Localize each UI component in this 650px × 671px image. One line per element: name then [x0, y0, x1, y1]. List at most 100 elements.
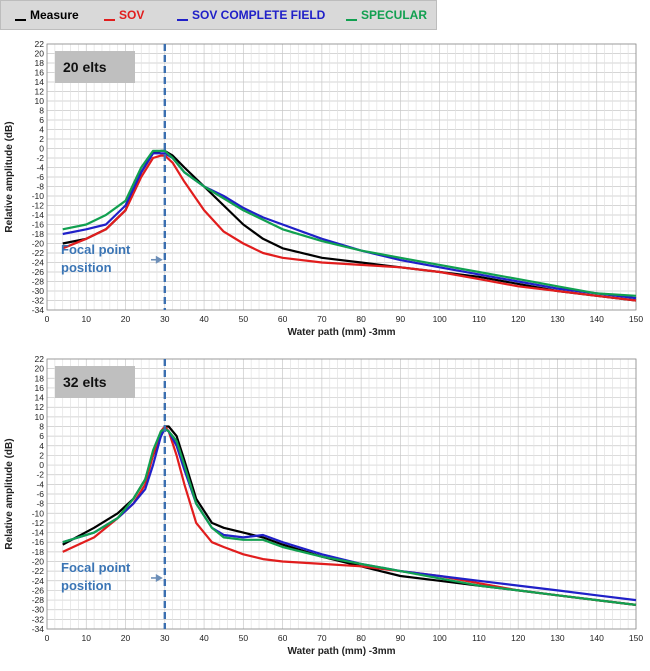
focal-arrow-head [155, 255, 163, 264]
y-tick-label: 8 [39, 106, 44, 116]
plot-area [46, 358, 637, 630]
x-axis-label: Water path (mm) -3mm [288, 646, 396, 657]
series-line-measure [62, 425, 637, 606]
y-tick-label: -24 [32, 576, 45, 586]
x-axis-label: Water path (mm) -3mm [288, 327, 396, 338]
x-tick-label: 100 [433, 314, 447, 324]
y-tick-label: -16 [32, 220, 45, 230]
legend-label: SPECULAR [361, 8, 428, 22]
x-tick-label: 50 [239, 314, 249, 324]
y-tick-label: -34 [32, 624, 45, 634]
panel-label: 20 elts [63, 59, 107, 75]
y-tick-label: -32 [32, 296, 45, 306]
y-tick-label: 14 [35, 393, 45, 403]
y-tick-label: -10 [32, 191, 45, 201]
y-tick-label: -20 [32, 239, 45, 249]
y-tick-label: 6 [39, 431, 44, 441]
x-tick-label: 130 [550, 314, 564, 324]
series-line-specular [62, 427, 637, 606]
x-tick-label: 120 [511, 314, 525, 324]
y-tick-label: -24 [32, 258, 45, 268]
y-tick-label: -8 [36, 499, 44, 509]
chart-20-elts: 2220181614121086420-2-4-6-8-10-12-14-16-… [4, 39, 643, 338]
legend-swatch-sov-complete-field [177, 19, 188, 21]
x-tick-label: 90 [396, 314, 406, 324]
x-tick-label: 60 [278, 633, 288, 643]
y-tick-label: 6 [39, 115, 44, 125]
y-tick-label: -30 [32, 286, 45, 296]
x-tick-label: 90 [396, 633, 406, 643]
y-tick-label: 18 [35, 373, 45, 383]
y-tick-label: 2 [39, 450, 44, 460]
x-tick-label: 0 [45, 314, 50, 324]
y-tick-label: -34 [32, 305, 45, 315]
y-tick-label: 10 [35, 412, 45, 422]
x-tick-label: 30 [160, 314, 170, 324]
x-tick-label: 10 [82, 314, 92, 324]
x-tick-label: 70 [317, 633, 327, 643]
x-tick-label: 20 [121, 633, 131, 643]
x-tick-label: 140 [590, 314, 604, 324]
legend-item-sov: SOV [104, 8, 144, 22]
y-tick-label: -14 [32, 528, 45, 538]
y-tick-label: -4 [36, 163, 44, 173]
y-tick-label: 2 [39, 134, 44, 144]
y-tick-label: -16 [32, 537, 45, 547]
y-tick-label: -20 [32, 557, 45, 567]
legend-label: Measure [30, 8, 79, 22]
legend-item-sov-complete-field: SOV COMPLETE FIELD [177, 8, 325, 22]
series-line-sov-complete-field [62, 427, 637, 602]
series-line-measure [62, 149, 637, 302]
y-tick-label: -18 [32, 229, 45, 239]
y-tick-label: -22 [32, 248, 45, 258]
x-tick-label: 0 [45, 633, 50, 643]
y-tick-label: -6 [36, 489, 44, 499]
x-tick-label: 150 [629, 633, 643, 643]
series-line-specular [62, 149, 637, 297]
x-tick-label: 100 [433, 633, 447, 643]
y-tick-label: -26 [32, 585, 45, 595]
y-tick-label: -18 [32, 547, 45, 557]
y-tick-label: -32 [32, 614, 45, 624]
x-tick-label: 110 [472, 314, 486, 324]
series-line-sov [62, 425, 637, 606]
y-tick-label: -2 [36, 470, 44, 480]
focal-annotation-line2: position [61, 578, 112, 593]
focal-annotation-line1: Focal point [61, 560, 131, 575]
y-tick-label: -26 [32, 267, 45, 277]
x-tick-label: 150 [629, 314, 643, 324]
y-tick-label: -22 [32, 566, 45, 576]
y-tick-label: 10 [35, 96, 45, 106]
plot-area [46, 43, 637, 311]
y-axis-label: Relative amplitude (dB) [4, 438, 15, 549]
y-tick-label: 12 [35, 402, 45, 412]
y-tick-label: -28 [32, 277, 45, 287]
focal-arrow-head [155, 573, 163, 582]
legend: Measure SOV SOV COMPLETE FIELD SPECULAR [0, 0, 437, 30]
y-tick-label: 0 [39, 460, 44, 470]
y-tick-label: 20 [35, 49, 45, 59]
y-tick-label: 8 [39, 422, 44, 432]
legend-label: SOV [119, 8, 145, 22]
focal-annotation-line1: Focal point [61, 242, 131, 257]
focal-annotation-line2: position [61, 260, 112, 275]
y-tick-label: -8 [36, 182, 44, 192]
y-tick-label: -28 [32, 595, 45, 605]
y-tick-label: -14 [32, 210, 45, 220]
legend-swatch-measure [15, 19, 26, 21]
x-tick-label: 40 [199, 314, 209, 324]
panel-label: 32 elts [63, 374, 107, 390]
legend-swatch-sov [104, 19, 115, 21]
x-tick-label: 70 [317, 314, 327, 324]
chart-32-elts: 2220181614121086420-2-4-6-8-10-12-14-16-… [4, 354, 643, 657]
y-tick-label: 22 [35, 39, 45, 49]
x-tick-label: 30 [160, 633, 170, 643]
y-tick-label: 4 [39, 441, 44, 451]
series-line-sov-complete-field [62, 152, 637, 300]
y-tick-label: -30 [32, 605, 45, 615]
y-tick-label: -12 [32, 201, 45, 211]
y-tick-label: -10 [32, 508, 45, 518]
panel-label-box [55, 366, 135, 398]
legend-swatch-specular [346, 19, 357, 21]
y-axis-label: Relative amplitude (dB) [4, 121, 15, 232]
